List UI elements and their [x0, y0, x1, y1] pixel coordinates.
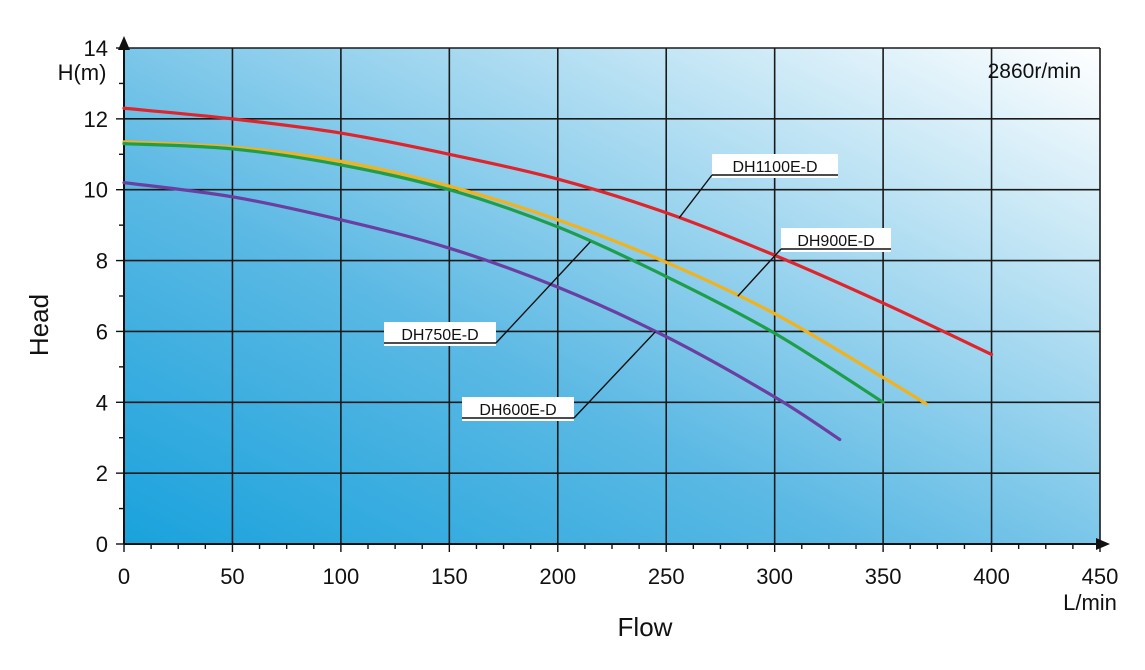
annotation-dh900e-d: DH900E-D: [737, 228, 891, 297]
annotation-leader-line: [678, 174, 713, 219]
plot-background: [124, 48, 1100, 544]
y-tick-label: 2: [96, 461, 108, 486]
x-tick-label: 200: [539, 564, 576, 589]
series-line-dh600e-d: [122, 181, 842, 442]
tick-labels: 0 50 100 150 200 250 300 350 400 450 0 2 4 6 8 10 12 14: [84, 36, 1119, 589]
x-tick-label: 50: [220, 564, 244, 589]
y-axis-title: Head: [24, 294, 54, 356]
y-tick-label: 4: [96, 390, 108, 415]
series-annotations: DH1100E-D DH900E-D DH750E-D DH600E-D: [384, 154, 891, 421]
speed-annotation: 2860r/min: [988, 60, 1081, 83]
y-tick-label: 12: [84, 107, 108, 132]
axes: [116, 36, 1110, 552]
y-axis-arrow-icon: [118, 36, 130, 50]
series-label-dh600e-d: DH600E-D: [479, 402, 556, 419]
annotation-leader-line: [495, 241, 591, 344]
series-label-dh900e-d: DH900E-D: [797, 233, 874, 250]
x-tick-label: 100: [323, 564, 360, 589]
annotation-box: [712, 154, 838, 178]
annotation-dh750e-d: DH750E-D: [384, 241, 591, 346]
x-tick-label: 0: [118, 564, 130, 589]
x-tick-label: 400: [973, 564, 1010, 589]
y-tick-label: 10: [84, 178, 108, 203]
series-line-dh750e-d: [122, 142, 885, 404]
annotation-box: [781, 228, 891, 252]
series-label-dh1100e-d: DH1100E-D: [732, 159, 817, 176]
series-lines: [122, 106, 994, 442]
x-tick-label: 150: [431, 564, 468, 589]
x-tick-label: 450: [1082, 564, 1119, 589]
annotation-box: [462, 397, 574, 421]
annotation-dh600e-d: DH600E-D: [462, 331, 656, 421]
x-axis-arrow-icon: [1096, 538, 1110, 550]
y-tick-label: 14: [84, 36, 108, 61]
x-tick-label: 250: [648, 564, 685, 589]
x-tick-label: 350: [865, 564, 902, 589]
grid-lines: [124, 47, 1101, 544]
x-axis-title: Flow: [618, 612, 673, 642]
x-unit-label: L/min: [1063, 590, 1117, 615]
annotation-box: [384, 322, 496, 346]
annotation-leader-line: [573, 331, 656, 419]
y-tick-label: 8: [96, 249, 108, 274]
annotation-dh1100e-d: DH1100E-D: [678, 154, 838, 219]
y-tick-label: 6: [96, 319, 108, 344]
x-tick-label: 300: [756, 564, 793, 589]
annotation-leader-line: [737, 248, 782, 297]
y-unit-label: H(m): [58, 60, 107, 85]
series-line-dh1100e-d: [122, 106, 994, 357]
series-label-dh750e-d: DH750E-D: [401, 327, 478, 344]
y-tick-label: 0: [96, 532, 108, 557]
series-line-dh900e-d: [122, 140, 929, 406]
